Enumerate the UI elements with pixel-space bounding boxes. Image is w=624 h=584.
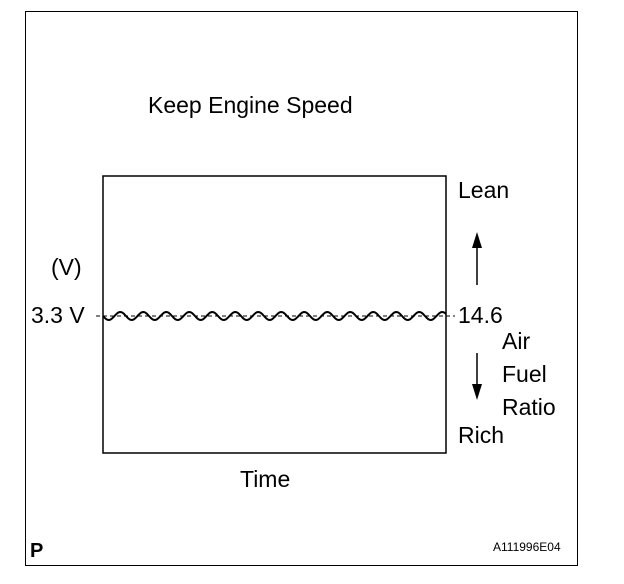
lean-arrow-up (472, 232, 482, 285)
afr-label-line1: Air (502, 328, 531, 354)
corner-mark: P (30, 540, 44, 562)
rich-arrow-down (472, 353, 482, 400)
afr-label-line3: Ratio (502, 394, 556, 420)
diagram-title: Keep Engine Speed (148, 92, 353, 118)
air-fuel-ratio-value: 14.6 (458, 302, 503, 328)
lean-label: Lean (458, 177, 510, 203)
rich-label: Rich (458, 422, 505, 448)
oscillating-signal-wave (102, 311, 447, 321)
figure-frame (25, 11, 578, 566)
figure-code: A111996E04 (493, 540, 561, 554)
voltage-value-label: 3.3 V (31, 302, 85, 328)
y-axis-unit: (V) (51, 254, 82, 280)
afr-label-line2: Fuel (502, 361, 547, 387)
plot-box (102, 175, 447, 454)
x-axis-label: Time (240, 466, 291, 492)
